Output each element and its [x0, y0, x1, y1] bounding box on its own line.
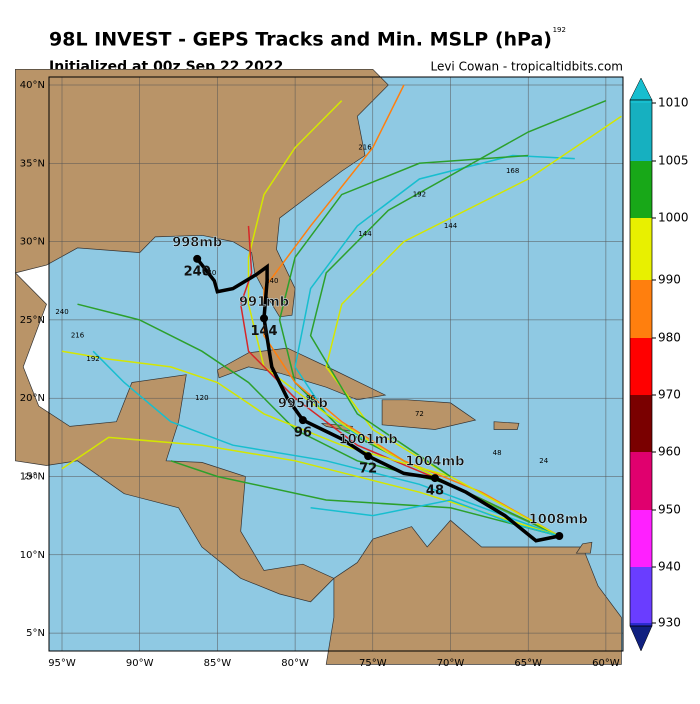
lon-label: 75°W	[359, 658, 387, 669]
hour-label: 240	[203, 269, 216, 277]
map-frame	[48, 76, 624, 652]
hour-label: 240	[24, 473, 37, 481]
member-track	[325, 115, 622, 478]
lon-label: 60°W	[592, 658, 620, 669]
hour-label: 192	[413, 191, 426, 199]
member-track	[61, 436, 560, 537]
lat-label: 25°N	[20, 315, 45, 326]
land	[575, 541, 593, 554]
hour-label: 216	[71, 332, 85, 340]
colorbar-segment	[630, 567, 652, 623]
hour-label: 168	[506, 167, 519, 175]
mean-point	[298, 416, 307, 425]
colorbar-segment	[630, 161, 652, 218]
lon-label: 65°W	[514, 658, 542, 669]
hour-label: 144	[358, 230, 372, 238]
lon-label: 85°W	[204, 658, 232, 669]
member-track	[170, 460, 560, 537]
colorbar-frame	[629, 99, 653, 627]
land	[217, 347, 387, 401]
land	[15, 272, 335, 603]
land	[493, 421, 520, 430]
mean-pressure: 995mb	[278, 397, 328, 412]
mean-track	[195, 257, 560, 543]
lat-label: 20°N	[20, 393, 45, 404]
colorbar-low	[630, 623, 652, 626]
lon-label: 70°W	[437, 658, 465, 669]
colorbar-label: 970	[658, 388, 681, 402]
title: 98L INVEST - GEPS Tracks and Min. MSLP (…	[49, 29, 552, 51]
mean-hour: 48	[426, 484, 444, 499]
hour-label: 192	[553, 26, 566, 34]
colorbar-label: 1005	[658, 154, 689, 168]
colorbar-label: 990	[658, 273, 681, 287]
mean-hour: 240	[184, 264, 211, 279]
mean-pressure: 991mb	[239, 295, 289, 310]
mean-hour: 144	[250, 324, 277, 339]
mean-point	[364, 452, 373, 461]
hour-label: 240	[55, 308, 68, 316]
land	[325, 519, 622, 665]
lon-label: 90°W	[126, 658, 154, 669]
hour-label: 120	[195, 394, 208, 402]
hour-label: 240	[265, 277, 278, 285]
colorbar-segment	[630, 218, 652, 280]
land	[381, 399, 477, 430]
mean-pressure: 1001mb	[339, 433, 398, 448]
lat-label: 35°N	[20, 158, 45, 169]
mean-pressure: 998mb	[172, 235, 222, 250]
mean-hour: 72	[359, 462, 377, 477]
colorbar-segment	[630, 280, 652, 338]
colorbar-bottom	[629, 625, 653, 652]
mean-pressure: 1004mb	[405, 455, 464, 470]
mean-pressure: 1008mb	[529, 513, 588, 528]
member-track	[310, 499, 560, 537]
colorbar-label: 1010	[658, 96, 689, 110]
member-track	[61, 350, 560, 537]
hour-label: 216	[358, 144, 372, 152]
colorbar-label: 980	[658, 331, 681, 345]
lat-label: 40°N	[20, 80, 45, 91]
hour-label: 144	[444, 222, 458, 230]
colorbar-label: 940	[658, 560, 681, 574]
member-track	[247, 100, 560, 537]
lat-label: 10°N	[20, 550, 45, 561]
mean-point	[430, 474, 439, 483]
hour-label: 48	[493, 449, 502, 457]
lat-label: 5°N	[26, 628, 45, 639]
member-track	[263, 84, 560, 537]
colorbar-base	[630, 100, 652, 103]
member-track	[309, 100, 607, 478]
lat-label: 30°N	[20, 237, 45, 248]
colorbar-segment	[630, 510, 652, 567]
colorbar-label: 1000	[658, 211, 689, 225]
colorbar-label: 930	[658, 616, 681, 630]
hour-label: 192	[86, 355, 99, 363]
colorbar-top	[629, 77, 653, 101]
colorbar-label: 960	[658, 445, 681, 459]
colorbar-segment	[630, 395, 652, 452]
colorbar-segment	[630, 103, 652, 161]
lat-label: 15°N	[20, 472, 45, 483]
lon-label: 80°W	[281, 658, 309, 669]
hour-label: 72	[415, 410, 424, 418]
mean-hour: 96	[294, 426, 312, 441]
colorbar-segment	[630, 452, 652, 510]
mean-point	[193, 254, 202, 263]
mean-point	[260, 314, 269, 323]
lon-label: 95°W	[48, 658, 76, 669]
colorbar-label: 950	[658, 503, 681, 517]
colorbar-segment	[630, 338, 652, 395]
hour-label: 96	[306, 394, 315, 402]
member-track	[92, 350, 560, 537]
credit: Levi Cowan - tropicaltidbits.com	[430, 60, 623, 74]
mean-point	[555, 532, 564, 541]
hour-label: 24	[539, 457, 548, 465]
